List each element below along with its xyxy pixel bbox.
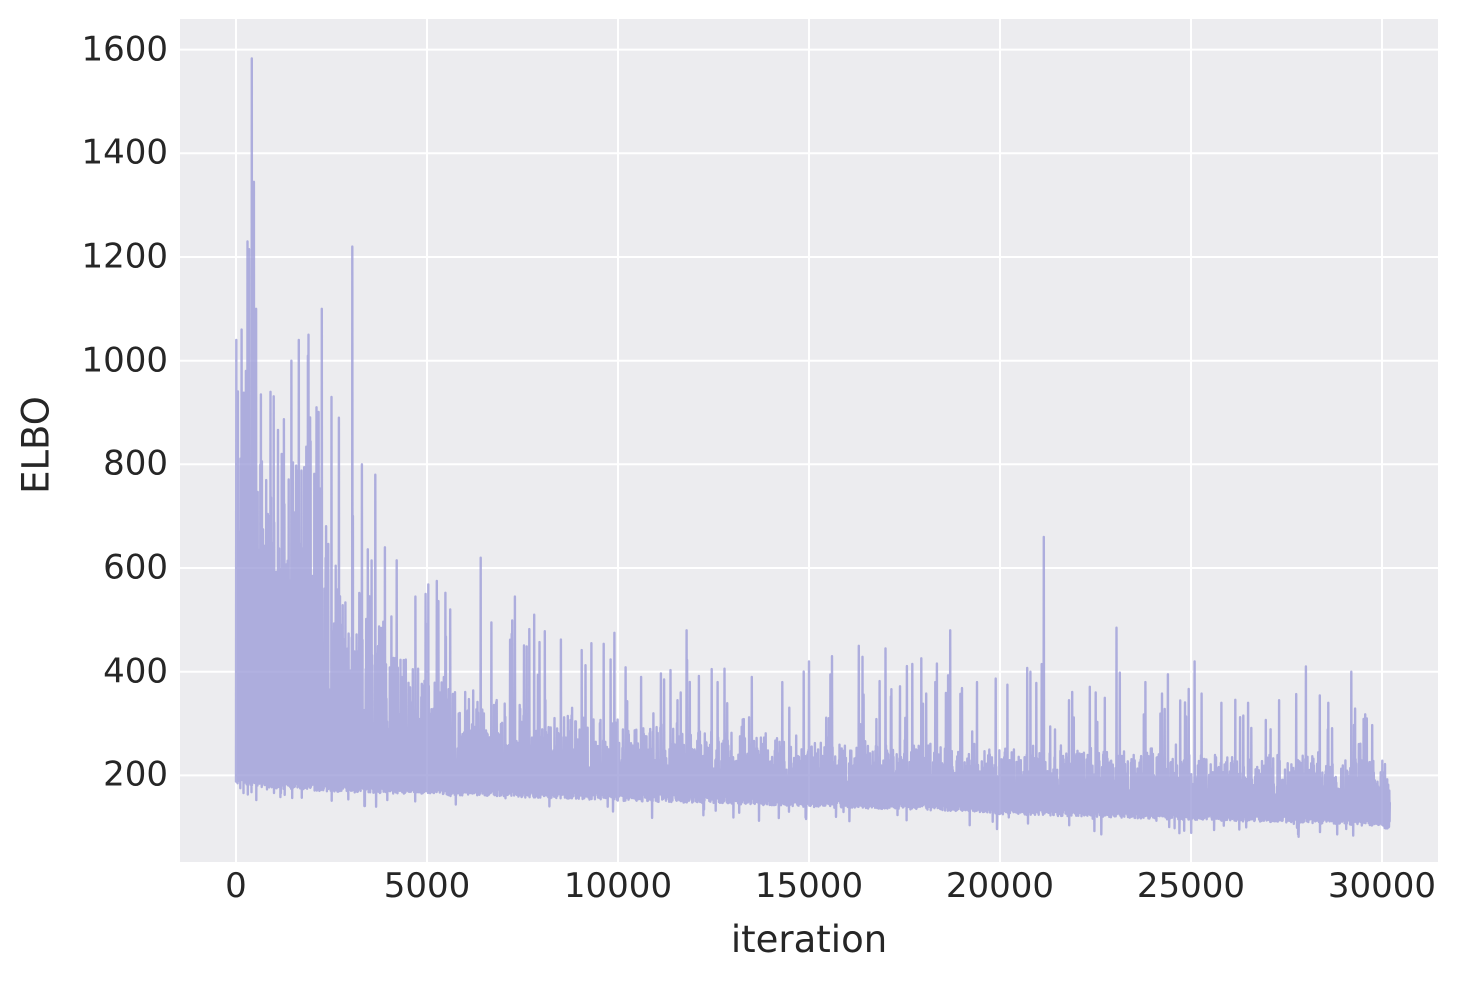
x-tick-label: 10000 [563,866,673,906]
y-tick-label: 1000 [81,339,168,380]
plot-area [180,19,1438,862]
x-tick-label: 25000 [1136,866,1246,906]
x-tick-label: 30000 [1327,866,1437,906]
y-tick-label: 200 [103,754,168,795]
x-tick-label: 15000 [754,866,864,906]
y-tick-label: 800 [103,443,168,484]
y-tick-label: 1400 [81,132,168,173]
x-tick-label: 0 [225,866,247,906]
y-tick-label: 400 [103,651,168,692]
y-tick-label: 600 [103,547,168,588]
y-tick-label: 1600 [81,28,168,69]
elbo-trace-chart [180,19,1438,862]
x-tick-label: 20000 [945,866,1055,906]
x-axis-label: iteration [730,918,888,961]
x-tick-label: 5000 [383,866,471,906]
y-tick-label: 1200 [81,236,168,277]
